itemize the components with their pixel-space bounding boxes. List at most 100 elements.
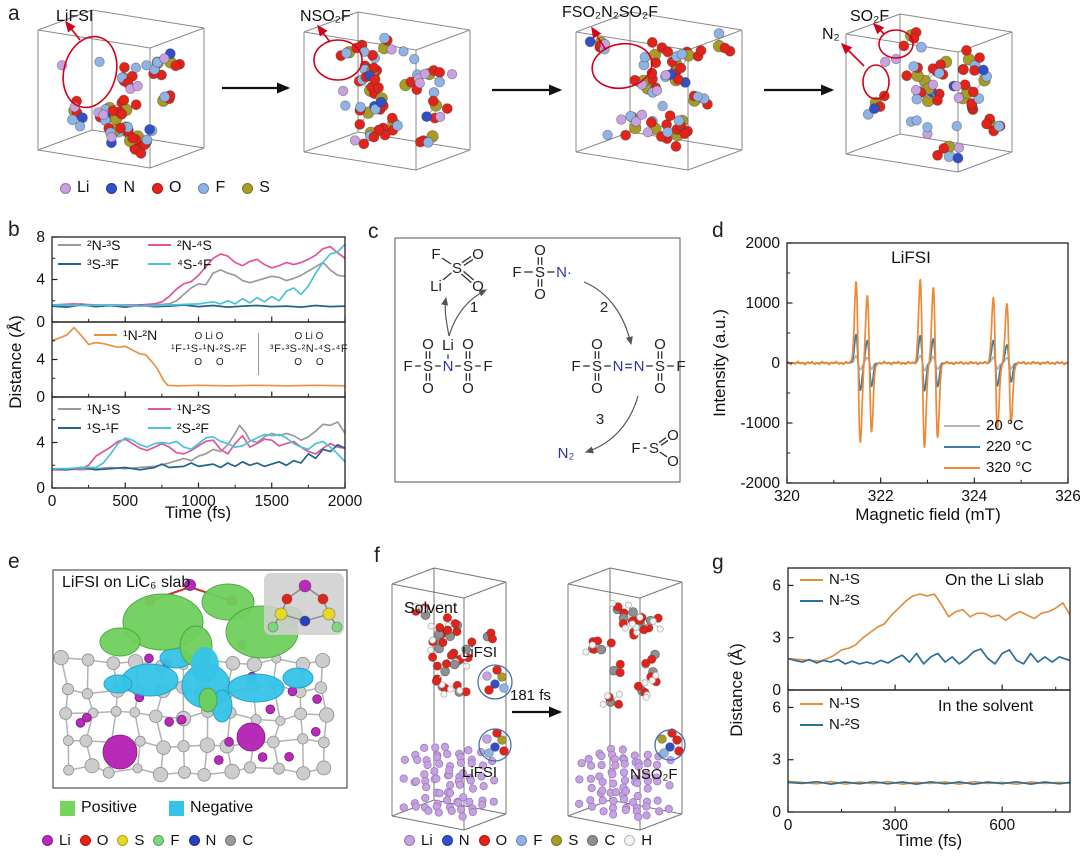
legend-swatch <box>58 427 81 429</box>
series-320C <box>787 278 1068 449</box>
positive-charge-blob <box>198 687 218 713</box>
panel-f-atom-legend: Li N O F S C H <box>404 832 652 849</box>
panel-b-legend-bot: ¹N-¹S ¹N-²S ¹S-¹F ²S-²F <box>58 401 238 436</box>
svg-text:4: 4 <box>36 435 45 452</box>
legend-item: ²S-²F <box>148 420 238 436</box>
legend-swatch <box>944 424 980 427</box>
legend-item: Positive <box>60 799 137 817</box>
chart-d: 320 322 324 326 -2000 -1000 0 1000 2000 <box>740 235 1080 505</box>
inset-right-mid: ³F-³S-²N-⁴S-⁴F <box>269 343 349 355</box>
svg-text:O: O <box>534 286 546 303</box>
legend-item: Negative <box>169 799 253 817</box>
highlight-arrow <box>591 26 607 51</box>
legend-label: 320 °C <box>986 459 1033 476</box>
svg-text:S: S <box>655 358 665 375</box>
legend-label: F <box>215 179 226 196</box>
legend-item: Li <box>42 832 71 849</box>
legend-item: F <box>153 832 180 849</box>
legend-swatch <box>148 408 171 410</box>
legend-label: S <box>134 832 145 849</box>
svg-text:O: O <box>591 336 603 353</box>
legend-item: ¹N-¹S <box>58 401 148 417</box>
legend-swatch <box>58 408 81 410</box>
legend-label: C <box>242 832 254 849</box>
legend-label: S <box>259 179 270 196</box>
svg-text:N: N <box>613 358 624 375</box>
legend-item: ³S-³F <box>58 256 148 272</box>
panel-b-xlabel: Time (fs) <box>164 503 232 522</box>
svg-text:-2000: -2000 <box>740 475 780 492</box>
svg-text:0: 0 <box>772 682 781 699</box>
svg-text:320: 320 <box>774 488 800 505</box>
panel-d-title: LiFSI <box>891 248 931 267</box>
svg-text:O: O <box>462 380 474 397</box>
legend-item: N-¹S <box>800 571 860 588</box>
legend-swatch <box>169 800 185 816</box>
highlight-arrow <box>65 20 81 41</box>
legend-item: N <box>441 832 470 849</box>
svg-text:O: O <box>654 380 666 397</box>
panel-e-scene <box>52 569 348 789</box>
legend-label: N-¹S <box>829 571 860 588</box>
legend-swatch <box>148 244 171 246</box>
legend-item: 220 °C <box>944 438 1032 455</box>
inset-divider <box>258 333 259 375</box>
series-N-2S <box>788 780 1070 785</box>
legend-label: ²N-⁴S <box>177 237 212 253</box>
panel-g-xlabel: Time (fs) <box>895 831 963 850</box>
svg-text:6: 6 <box>772 577 781 594</box>
inset-right-top: O Li O <box>294 331 324 342</box>
legend-swatch <box>117 835 129 846</box>
scheme-arrow <box>441 296 450 337</box>
highlight-ellipse <box>313 39 363 81</box>
species-circle <box>477 664 513 700</box>
svg-text:0: 0 <box>772 804 781 821</box>
svg-text:S: S <box>592 358 602 375</box>
svg-text:Li: Li <box>430 278 442 295</box>
box-title-lifsi: LiFSI <box>56 8 94 25</box>
legend-label: H <box>641 832 653 849</box>
box-title-nso2f: NSO₂F <box>300 8 351 25</box>
simulation-box <box>37 9 205 169</box>
legend-swatch <box>60 182 71 194</box>
svg-text:N₂: N₂ <box>558 445 575 462</box>
panel-b-ylabel: Distance (Å) <box>6 315 25 409</box>
svg-text:O: O <box>472 246 484 263</box>
series-4S-4F <box>52 243 345 307</box>
panel-label-b: b <box>8 218 20 241</box>
legend-label: O <box>495 832 508 849</box>
legend-label: Li <box>421 832 433 849</box>
legend-swatch <box>516 835 528 846</box>
svg-text:0: 0 <box>36 480 45 497</box>
legend-swatch <box>404 835 415 846</box>
series-N-1S <box>788 593 1070 663</box>
svg-text:O: O <box>422 336 434 353</box>
legend-item: O <box>79 832 108 849</box>
svg-text:1000: 1000 <box>746 295 781 312</box>
molecule: F S N N S FO OO O <box>571 336 685 397</box>
legend-swatch <box>152 182 164 194</box>
svg-text:1: 1 <box>470 299 478 316</box>
legend-item: F <box>516 832 542 849</box>
negative-charge-blob <box>191 647 219 683</box>
legend-swatch <box>58 263 81 265</box>
svg-text:O: O <box>422 380 434 397</box>
svg-text:600: 600 <box>989 817 1015 834</box>
legend-item: N <box>188 832 216 849</box>
series-N-2S <box>788 648 1070 665</box>
legend-label: ²N-³S <box>87 237 121 253</box>
highlight-arrow <box>840 42 865 67</box>
svg-text:3: 3 <box>772 752 781 769</box>
svg-text:1500: 1500 <box>255 493 290 510</box>
legend-item: F <box>198 179 225 197</box>
panel-d-legend: 20 °C 220 °C 320 °C <box>944 417 1032 476</box>
legend-label: Negative <box>190 799 254 816</box>
svg-text:F: F <box>631 440 640 457</box>
panel-f-arrow-label: 181 fs <box>510 687 551 704</box>
legend-label: ¹S-¹F <box>87 420 119 436</box>
inset-left-top: O Li O <box>194 331 224 342</box>
